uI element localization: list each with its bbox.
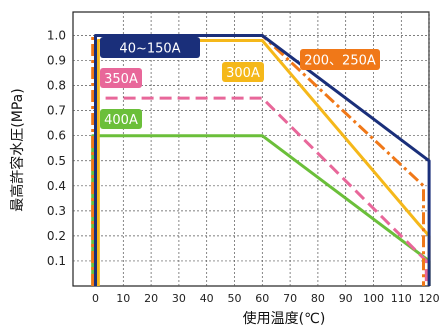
series-line-350A	[94, 96, 428, 286]
x-tick-label: 30	[172, 292, 186, 305]
legend-tag-label: 300A	[226, 66, 260, 81]
y-tick-label: 0.7	[47, 104, 66, 118]
legend-tags: 40~150A 200、250A 300A 350A 400A	[100, 37, 380, 129]
legend-tag-bg	[300, 49, 380, 70]
y-axis-label: 最高許容水圧(MPa)	[9, 88, 26, 211]
x-tick-label: 80	[311, 292, 325, 305]
legend-tag-label: 40~150A	[119, 42, 180, 57]
x-tick-label: 60	[255, 292, 269, 305]
y-tick-label: 0.6	[47, 129, 66, 143]
legend-tag-bg	[100, 37, 200, 58]
series-line-40~150A	[94, 34, 431, 286]
y-tick-label: 0.4	[47, 179, 66, 193]
y-tick-label: 1.0	[47, 29, 66, 43]
legend-tag-bg	[100, 68, 142, 88]
x-tick-label: 120	[419, 292, 440, 305]
legend-tag-bg	[100, 109, 142, 129]
legend-tag-label: 350A	[104, 72, 138, 87]
x-tick-label: 70	[283, 292, 297, 305]
legend-tag-bg	[222, 62, 264, 82]
y-tick-labels: 0.1 0.2 0.3 0.4 0.5 0.6 0.7 0.8 0.9 1.0	[47, 29, 66, 268]
x-tick-label: 20	[144, 292, 158, 305]
x-tick-labels: 0 10 20 30 40 50 60 70 80 90 100 110 120	[92, 292, 440, 305]
x-tick-label: 90	[339, 292, 353, 305]
x-tick-label: 50	[228, 292, 242, 305]
x-tick-label: 10	[116, 292, 130, 305]
y-tick-label: 0.8	[47, 79, 66, 93]
legend-tag-label: 400A	[104, 113, 138, 128]
y-tick-label: 0.3	[47, 204, 66, 218]
x-tick-label: 100	[363, 292, 384, 305]
series-group	[91, 34, 431, 286]
x-tick-label: 0	[92, 292, 99, 305]
x-tick-label: 110	[391, 292, 412, 305]
y-tick-label: 0.1	[47, 254, 66, 268]
y-tick-label: 0.2	[47, 229, 66, 243]
y-tick-label: 0.5	[47, 154, 66, 168]
x-axis-label: 使用温度(℃)	[243, 310, 326, 327]
legend-tag-label: 200、250A	[304, 54, 376, 69]
y-tick-label: 0.9	[47, 54, 66, 68]
x-tick-label: 40	[200, 292, 214, 305]
